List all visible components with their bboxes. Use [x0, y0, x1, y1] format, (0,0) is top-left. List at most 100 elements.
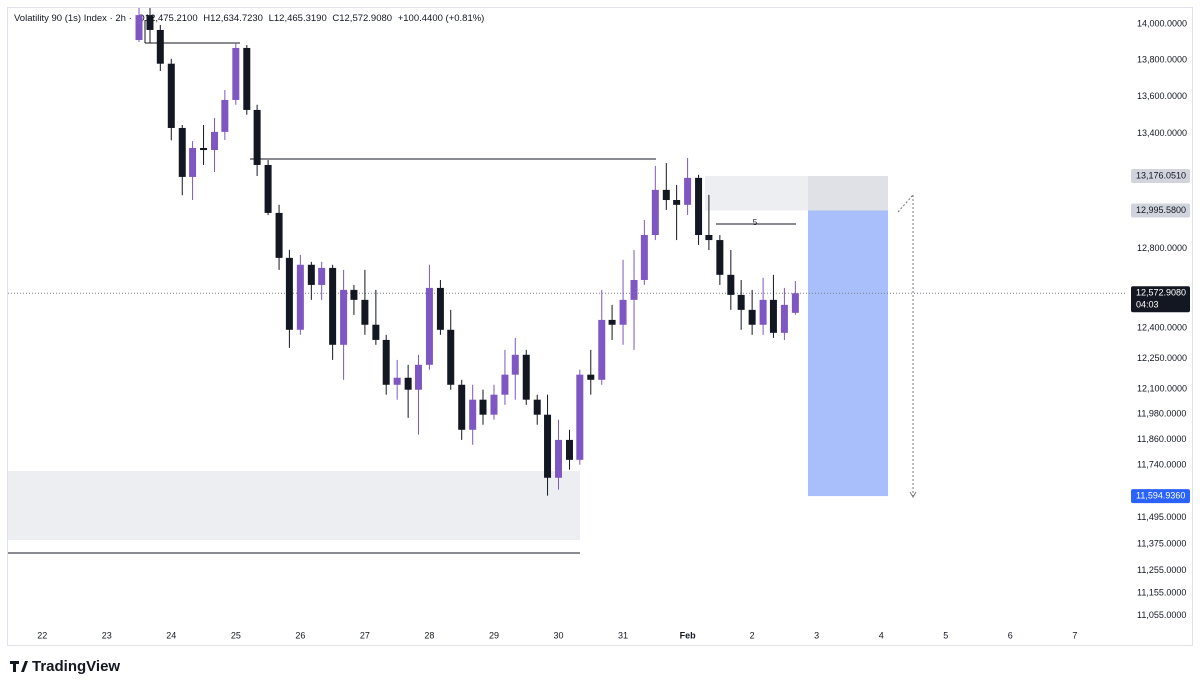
- y-tick-label: 11,375.0000: [1137, 538, 1186, 548]
- x-tick-label: 26: [295, 630, 305, 640]
- x-tick-label: 24: [166, 630, 176, 640]
- x-tick-label: 2: [750, 630, 755, 640]
- candle-body: [737, 294, 745, 310]
- y-tick-label: 12,250.0000: [1137, 353, 1187, 363]
- x-tick-label: 22: [37, 630, 47, 640]
- candle-body: [243, 47, 251, 110]
- x-tick-label: 6: [1008, 630, 1013, 640]
- candle-body: [544, 414, 552, 478]
- x-tick-label: 3: [814, 630, 819, 640]
- x-tick-label: Feb: [680, 630, 697, 640]
- candle-body: [727, 274, 735, 295]
- y-tick-label: 12,100.0000: [1137, 384, 1187, 394]
- candle-body: [759, 299, 767, 325]
- change: +100.4400 (+0.81%): [398, 13, 485, 24]
- y-tick-label: 11,860.0000: [1137, 434, 1186, 444]
- ohlc: C12,572.9080: [332, 13, 392, 24]
- candle-body: [414, 364, 422, 390]
- candle-body: [587, 374, 595, 380]
- y-tick-label: 11,155.0000: [1137, 587, 1186, 597]
- ohlc: O12,475.2100: [137, 13, 197, 24]
- candle-body: [372, 324, 380, 340]
- candle-body: [630, 279, 638, 300]
- x-tick-label: 4: [879, 630, 884, 640]
- x-tick-label: 5: [943, 630, 948, 640]
- candle-body: [458, 384, 466, 430]
- x-tick-label: 27: [360, 630, 370, 640]
- candle-body: [695, 177, 703, 236]
- candle-body: [619, 299, 627, 325]
- x-tick-label: 29: [489, 630, 499, 640]
- price-label-bg: [1131, 168, 1190, 183]
- candle-body: [232, 47, 240, 100]
- candle-body: [425, 287, 433, 365]
- candle-body: [167, 63, 175, 128]
- candle-body: [576, 374, 584, 460]
- candle-body: [318, 267, 326, 285]
- candle-body: [285, 257, 293, 330]
- candle-body: [780, 304, 788, 333]
- arrow-head: [909, 491, 917, 498]
- candle-body: [382, 339, 390, 385]
- candle-body: [555, 439, 563, 478]
- candle-body: [178, 127, 186, 177]
- candle-body: [565, 439, 573, 460]
- target-zone: [808, 210, 888, 497]
- candle-body: [221, 99, 229, 132]
- y-tick-label: 12,400.0000: [1137, 322, 1187, 332]
- candle-body: [673, 200, 681, 205]
- price-label: 11,594.9360: [1136, 490, 1185, 500]
- candle-body: [307, 264, 315, 285]
- candle-body: [716, 240, 724, 275]
- legend: Volatility 90 (1s) Index · 2h · O12,475.…: [14, 13, 484, 24]
- candle-body: [200, 147, 208, 151]
- candle-body: [189, 147, 197, 177]
- candle-body: [469, 399, 477, 430]
- candle-body: [684, 177, 692, 205]
- y-tick-label: 11,055.0000: [1137, 610, 1186, 620]
- candle-body: [340, 289, 348, 345]
- candle-body: [651, 189, 659, 236]
- price-label: 13,176.0510: [1136, 170, 1186, 180]
- x-tick-label: 7: [1072, 630, 1077, 640]
- candle-body: [748, 309, 756, 325]
- logo: TradingView: [10, 658, 120, 675]
- candle-body: [275, 212, 283, 258]
- candle-body: [404, 377, 412, 390]
- price-label: 12,995.5800: [1136, 205, 1186, 215]
- candle-body: [296, 264, 304, 330]
- y-tick-label: 11,980.0000: [1137, 409, 1186, 419]
- candle-body: [264, 164, 272, 213]
- x-tick-label: 30: [554, 630, 564, 640]
- candle-body: [705, 235, 713, 241]
- candle-body: [533, 399, 541, 415]
- candle-body: [608, 319, 616, 325]
- entry-zone: [705, 175, 808, 211]
- candle-body: [511, 354, 519, 375]
- ohlc: H12,634.7230: [203, 13, 263, 24]
- brand: TradingView: [32, 658, 120, 675]
- ohlc: L12,465.3190: [269, 13, 327, 24]
- candle-body: [156, 29, 164, 64]
- drawings: 5: [8, 20, 1125, 554]
- candle-body: [662, 189, 670, 201]
- candle-body: [211, 131, 219, 151]
- price-label-bg: [1131, 489, 1190, 504]
- candle-body: [479, 399, 487, 415]
- price-label: 12,572.9080: [1136, 288, 1186, 298]
- candle-body: [598, 319, 606, 380]
- candle-body: [135, 15, 143, 41]
- y-tick-label: 13,800.0000: [1137, 54, 1187, 64]
- y-tick-label: 14,000.0000: [1137, 18, 1187, 28]
- y-tick-label: 11,740.0000: [1137, 459, 1186, 469]
- y-tick-label: 12,800.0000: [1137, 243, 1187, 253]
- x-tick-label: 28: [424, 630, 434, 640]
- price-label-bg: [1131, 203, 1190, 218]
- candle-body: [329, 267, 337, 345]
- symbol: Volatility 90 (1s) Index · 2h ·: [14, 13, 132, 24]
- price-label-bg: [1131, 286, 1190, 313]
- candle-body: [490, 394, 498, 415]
- candle-body: [436, 287, 444, 330]
- candle-body: [361, 299, 369, 325]
